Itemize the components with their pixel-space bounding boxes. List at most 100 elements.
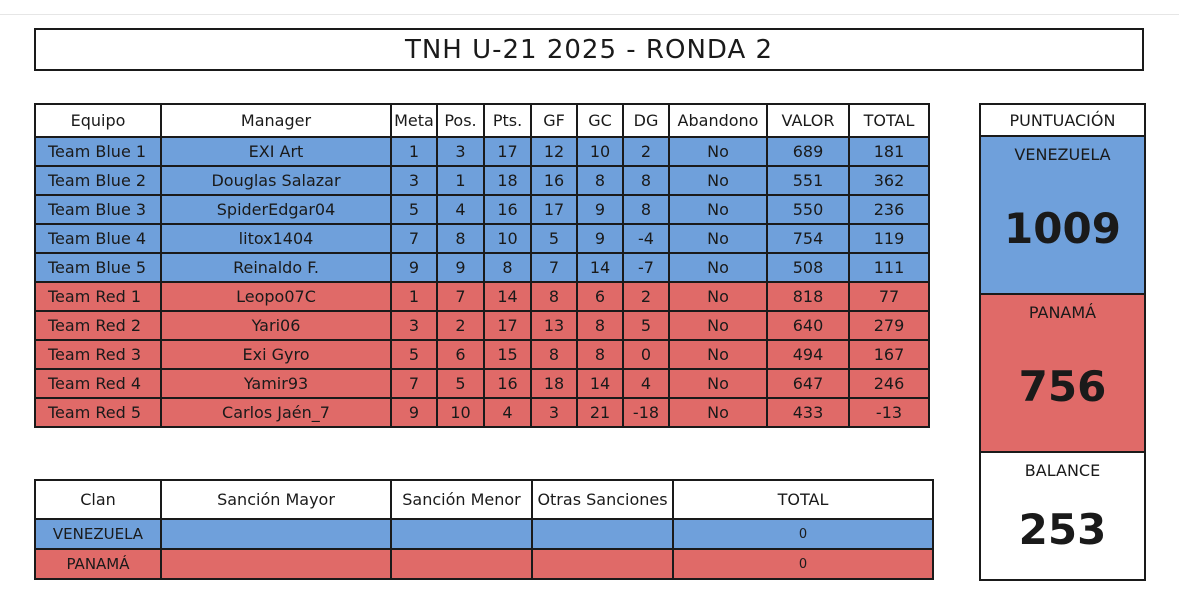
standings-cell: No <box>668 281 768 312</box>
standings-cell: Douglas Salazar <box>160 165 392 196</box>
panama-score-label: PANAMÁ <box>1028 303 1097 322</box>
balance-label: BALANCE <box>1024 461 1101 480</box>
standings-header-cell: Abandono <box>668 103 768 138</box>
standings-cell: 18 <box>483 165 532 196</box>
panama-score-value: 756 <box>1018 362 1107 411</box>
sanctions-header-cell: Otras Sanciones <box>531 479 674 520</box>
standings-cell: No <box>668 368 768 399</box>
standings-cell: 119 <box>848 223 930 254</box>
standings-cell: 14 <box>576 368 624 399</box>
sanctions-cell: 0 <box>672 518 934 550</box>
standings-cell: 3 <box>436 136 485 167</box>
sanctions-header-row: Clan Sanción Mayor Sanción Menor Otras Sanc… <box>34 479 934 520</box>
standings-cell: 551 <box>766 165 850 196</box>
standings-cell: No <box>668 194 768 225</box>
venezuela-score-block: VENEZUELA 1009 <box>981 137 1144 295</box>
standings-header-cell: Pos. <box>436 103 485 138</box>
standings-cell: 167 <box>848 339 930 370</box>
standings-row: Team Blue 3 SpiderEdgar04 5 4 16 17 9 8 No 550 236 <box>34 194 930 225</box>
standings-cell: 2 <box>436 310 485 341</box>
standings-cell: 818 <box>766 281 850 312</box>
standings-cell: -13 <box>848 397 930 428</box>
standings-cell: SpiderEdgar04 <box>160 194 392 225</box>
standings-cell: 4 <box>483 397 532 428</box>
venezuela-score-value: 1009 <box>1004 204 1121 253</box>
standings-cell: 10 <box>483 223 532 254</box>
standings-cell: 0 <box>622 339 670 370</box>
standings-cell: 550 <box>766 194 850 225</box>
standings-cell: 12 <box>530 136 578 167</box>
standings-cell: 5 <box>622 310 670 341</box>
standings-row: Team Red 5 Carlos Jaén_7 9 10 4 3 21 -18 No 433 -1… <box>34 397 930 428</box>
standings-cell: 5 <box>436 368 485 399</box>
standings-cell: 3 <box>390 165 438 196</box>
balance-block: BALANCE 253 <box>981 453 1144 579</box>
standings-table: Equipo Manager Meta Pos. Pts. GF GC DG Abandono V… <box>34 103 930 428</box>
sanctions-cell: VENEZUELA <box>34 518 162 550</box>
standings-cell: 9 <box>576 223 624 254</box>
standings-cell: Team Red 2 <box>34 310 162 341</box>
standings-cell: 246 <box>848 368 930 399</box>
sanctions-cell <box>390 548 533 580</box>
standings-cell: Team Red 3 <box>34 339 162 370</box>
standings-cell: 8 <box>576 310 624 341</box>
standings-cell: 494 <box>766 339 850 370</box>
standings-cell: 8 <box>622 194 670 225</box>
standings-cell: 689 <box>766 136 850 167</box>
sanctions-cell: 0 <box>672 548 934 580</box>
standings-row: Team Blue 2 Douglas Salazar 3 1 18 16 8 8 No 551 3… <box>34 165 930 196</box>
sanctions-cell <box>390 518 533 550</box>
standings-cell: 7 <box>530 252 578 283</box>
standings-cell: 77 <box>848 281 930 312</box>
standings-cell: 6 <box>576 281 624 312</box>
standings-row: Team Red 2 Yari06 3 2 17 13 8 5 No 640 279 <box>34 310 930 341</box>
standings-cell: 1 <box>436 165 485 196</box>
standings-cell: 1 <box>390 281 438 312</box>
standings-cell: 6 <box>436 339 485 370</box>
standings-cell: Team Red 1 <box>34 281 162 312</box>
standings-cell: 433 <box>766 397 850 428</box>
standings-cell: 4 <box>436 194 485 225</box>
standings-cell: EXI Art <box>160 136 392 167</box>
standings-cell: 16 <box>483 368 532 399</box>
standings-cell: 508 <box>766 252 850 283</box>
standings-cell: 17 <box>530 194 578 225</box>
standings-cell: 21 <box>576 397 624 428</box>
sanctions-header-cell: Sanción Mayor <box>160 479 392 520</box>
standings-cell: 8 <box>622 165 670 196</box>
standings-row: Team Red 1 Leopo07C 1 7 14 8 6 2 No 818 77 <box>34 281 930 312</box>
standings-cell: 8 <box>436 223 485 254</box>
standings-cell: 1 <box>390 136 438 167</box>
standings-cell: 10 <box>436 397 485 428</box>
standings-row: Team Blue 1 EXI Art 1 3 17 12 10 2 No 689 181 <box>34 136 930 167</box>
sanctions-table: Clan Sanción Mayor Sanción Menor Otras Sanc… <box>34 479 934 580</box>
standings-cell: 7 <box>390 223 438 254</box>
standings-cell: 111 <box>848 252 930 283</box>
standings-cell: 15 <box>483 339 532 370</box>
standings-cell: No <box>668 136 768 167</box>
standings-cell: -4 <box>622 223 670 254</box>
sanctions-cell <box>160 548 392 580</box>
standings-header-cell: Pts. <box>483 103 532 138</box>
standings-cell: Reinaldo F. <box>160 252 392 283</box>
standings-cell: 8 <box>576 339 624 370</box>
standings-cell: -7 <box>622 252 670 283</box>
standings-cell: 17 <box>483 310 532 341</box>
standings-cell: 13 <box>530 310 578 341</box>
page-title: TNH U-21 2025 - RONDA 2 <box>34 28 1144 71</box>
standings-header-cell: TOTAL <box>848 103 930 138</box>
standings-cell: 8 <box>530 339 578 370</box>
standings-cell: 2 <box>622 136 670 167</box>
standings-cell: Team Blue 3 <box>34 194 162 225</box>
standings-header-row: Equipo Manager Meta Pos. Pts. GF GC DG Abandono V… <box>34 103 930 138</box>
sanctions-cell: PANAMÁ <box>34 548 162 580</box>
score-panel-header: PUNTUACIÓN <box>981 105 1144 137</box>
sanctions-row: VENEZUELA 0 <box>34 518 934 550</box>
venezuela-score-label: VENEZUELA <box>1014 145 1111 164</box>
standings-header-cell: Equipo <box>34 103 162 138</box>
standings-cell: 181 <box>848 136 930 167</box>
standings-header-cell: GC <box>576 103 624 138</box>
standings-cell: Team Blue 2 <box>34 165 162 196</box>
standings-cell: Team Blue 1 <box>34 136 162 167</box>
sanctions-header-cell: Clan <box>34 479 162 520</box>
